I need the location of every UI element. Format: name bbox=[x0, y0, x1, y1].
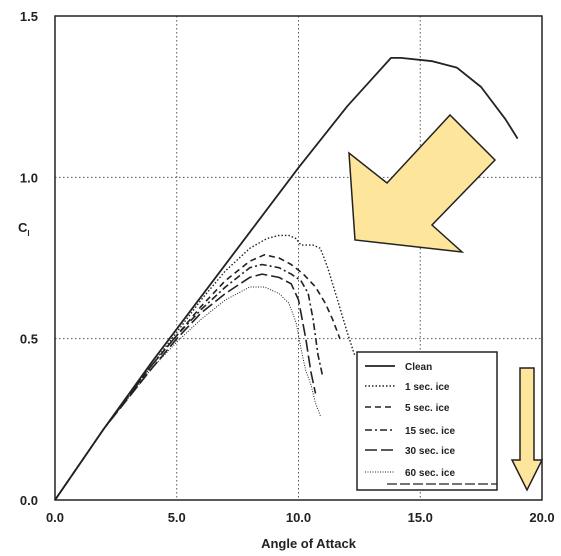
series-line bbox=[54, 254, 341, 501]
y-tick-label: 0.5 bbox=[20, 332, 38, 347]
x-tick-label: 20.0 bbox=[529, 510, 554, 525]
x-tick-label: 15.0 bbox=[408, 510, 433, 525]
legend-label: Clean bbox=[405, 362, 432, 373]
legend-label: 30 sec. ice bbox=[405, 446, 455, 457]
series-line bbox=[54, 234, 356, 501]
legend-label: 5 sec. ice bbox=[405, 403, 450, 414]
grid-lines bbox=[55, 16, 542, 500]
legend-box bbox=[356, 351, 498, 491]
plot-frame bbox=[54, 15, 543, 501]
series-lines bbox=[54, 57, 519, 501]
legend-label: 1 sec. ice bbox=[405, 382, 450, 393]
y-axis-title-main: C bbox=[18, 220, 28, 235]
legend-label: 60 sec. ice bbox=[405, 468, 455, 479]
x-tick-label: 0.0 bbox=[46, 510, 64, 525]
y-tick-label: 1.5 bbox=[20, 9, 38, 24]
series-line bbox=[54, 286, 321, 501]
small-down-arrow-icon bbox=[510, 367, 544, 492]
x-axis-title: Angle of Attack bbox=[261, 536, 357, 551]
tick-labels: 0.0 5.0 10.0 15.0 20.0 0.0 0.5 1.0 1.5 bbox=[20, 9, 555, 525]
x-tick-label: 5.0 bbox=[168, 510, 186, 525]
legend: Clean 1 sec. ice 5 sec. ice 15 sec. ice 30 s… bbox=[356, 351, 498, 491]
series-line bbox=[54, 57, 519, 501]
y-axis-title: Cl bbox=[18, 220, 30, 238]
series-line bbox=[54, 263, 324, 501]
legend-label: 15 sec. ice bbox=[405, 426, 455, 437]
big-down-left-arrow-icon bbox=[348, 113, 497, 254]
x-tick-label: 10.0 bbox=[286, 510, 311, 525]
y-tick-label: 1.0 bbox=[20, 170, 38, 185]
y-axis-title-subscript: l bbox=[27, 229, 29, 238]
y-tick-label: 0.0 bbox=[20, 493, 38, 508]
